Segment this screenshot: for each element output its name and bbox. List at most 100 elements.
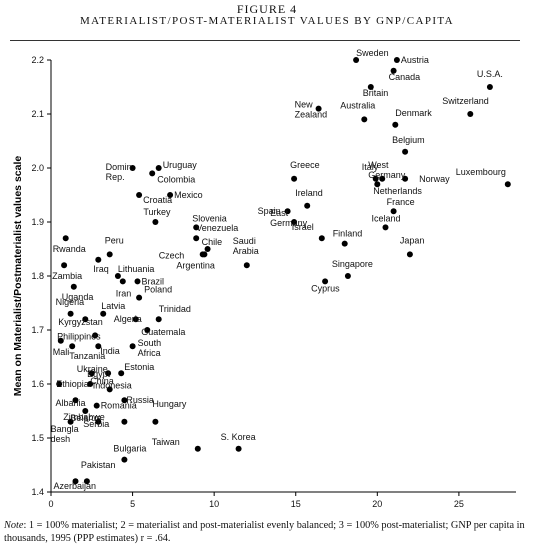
point-label-s-korea: S. Korea [221, 432, 256, 442]
point-label-dominican-rep: Domin. Rep. [106, 162, 135, 182]
point-azerbaijan [72, 478, 79, 485]
point-label-czech: Czech [159, 250, 185, 260]
y-tick-label: 1.5 [31, 433, 44, 443]
y-tick-label: 1.8 [31, 271, 44, 281]
point-label-philippines: Philippines [57, 331, 101, 341]
point-label-belgium: Belgium [392, 135, 425, 145]
point-bulgaria [121, 456, 128, 463]
point-kyrgyzstan [82, 316, 89, 323]
point-label-denmark: Denmark [395, 108, 432, 118]
note-text: : 1 = 100% materialist; 2 = materialist … [4, 520, 525, 544]
point-label-albania: Albania [56, 398, 86, 408]
point-label-pakistan: Pakistan [81, 460, 116, 470]
point-turkey [152, 219, 159, 225]
point-label-china: China [90, 376, 114, 386]
point-croatia [136, 192, 143, 198]
point-russia [121, 397, 128, 404]
point-label-sweden: Sweden [356, 48, 389, 58]
point-label-ethiopia: Ethiopia [56, 379, 89, 389]
point-label-east-germany: East Germany [270, 208, 308, 228]
point-label-south-africa: South Africa [138, 338, 162, 358]
x-tick-label: 25 [454, 499, 464, 509]
point-label-colombia: Colombia [157, 174, 195, 184]
point-label-israel: Israel [292, 222, 314, 232]
point-label-russia: Russia [126, 395, 154, 405]
y-tick-label: 1.7 [31, 325, 44, 335]
x-tick-label: 20 [372, 499, 382, 509]
x-tick-label: 10 [209, 499, 219, 509]
point-s-korea [235, 445, 242, 452]
point-label-croatia: Croatia [143, 195, 172, 205]
point-label-netherlands: Netherlands [373, 186, 422, 196]
figure-note: Note: 1 = 100% materialist; 2 = material… [4, 519, 532, 545]
point-label-japan: Japan [400, 235, 425, 245]
point-label-bangladesh: Bangla desh [51, 424, 79, 444]
title-rule [10, 40, 520, 41]
point-ukraine [88, 370, 95, 377]
point-belgium [402, 148, 409, 155]
point-poland [136, 294, 143, 301]
point-label-estonia: Estonia [124, 362, 154, 372]
point-finland [341, 240, 348, 247]
point-bangladesh [67, 418, 74, 425]
y-tick-label: 2.0 [31, 163, 44, 173]
point-zimbabwe [82, 408, 89, 414]
point-label-iran: Iran [116, 288, 132, 298]
point-zambia [61, 262, 68, 269]
point-romania [93, 402, 100, 409]
point-india [95, 343, 102, 350]
point-label-cyprus: Cyprus [311, 283, 340, 293]
point-rwanda [62, 235, 69, 242]
point-peru [106, 251, 113, 258]
point-label-iceland: Iceland [372, 213, 401, 223]
point-greece [291, 175, 298, 182]
point-label-australia: Australia [340, 100, 375, 110]
y-axis-label: Mean on Materialist/Postmaterialist valu… [12, 156, 24, 397]
point-argentina [201, 251, 208, 258]
point-tanzania [69, 343, 76, 350]
point-label-serbia: Serbia [83, 419, 109, 429]
y-tick-label: 1.4 [31, 487, 44, 497]
point-label-zambia: Zambia [52, 271, 82, 281]
note-lead: Note [4, 520, 24, 531]
point-colombia [149, 170, 156, 177]
point-indonesia [106, 386, 113, 393]
point-u-s-a [486, 84, 493, 90]
point-label-taiwan: Taiwan [152, 437, 180, 447]
point-label-mali: Mali [53, 347, 70, 357]
point-brazil [134, 278, 141, 285]
point-china [87, 381, 94, 387]
y-tick-label: 1.9 [31, 217, 44, 227]
point-label-singapore: Singapore [332, 259, 373, 269]
point-label-new-zealand: New Zealand [295, 100, 328, 120]
point-label-mexico: Mexico [174, 190, 203, 200]
point-label-u-s-a: U.S.A. [477, 69, 503, 79]
point-label-greece: Greece [290, 160, 320, 170]
point-label-zimbabwe: Zimbabwe [63, 412, 105, 422]
point-trinidad [155, 316, 162, 323]
point-label-saudi-arabia: Saudi Arabia [233, 236, 259, 256]
point-belarus [121, 418, 128, 425]
point-south-africa [129, 343, 136, 350]
point-label-india: India [100, 346, 120, 356]
point-label-norway: Norway [419, 174, 450, 184]
point-france [390, 208, 397, 215]
point-iran [119, 278, 126, 285]
point-label-uganda: Uganda [62, 292, 94, 302]
point-taiwan [194, 445, 201, 452]
point-label-west-germany: West Germany [368, 160, 406, 180]
point-label-iraq: Iraq [93, 264, 109, 274]
point-label-algeria: Algeria [114, 314, 142, 324]
point-dominican-rep [129, 165, 136, 171]
point-label-bulgaria: Bulgaria [113, 444, 146, 454]
point-iraq [95, 256, 102, 263]
point-east-germany [291, 219, 298, 225]
point-egypt [105, 370, 112, 377]
point-britain [367, 84, 374, 90]
point-label-switzerland: Switzerland [442, 96, 489, 106]
point-nigeria [67, 310, 74, 317]
point-algeria [132, 316, 139, 323]
point-mexico [167, 192, 174, 198]
point-label-spain: Spain [258, 206, 281, 216]
point-iceland [382, 224, 389, 231]
